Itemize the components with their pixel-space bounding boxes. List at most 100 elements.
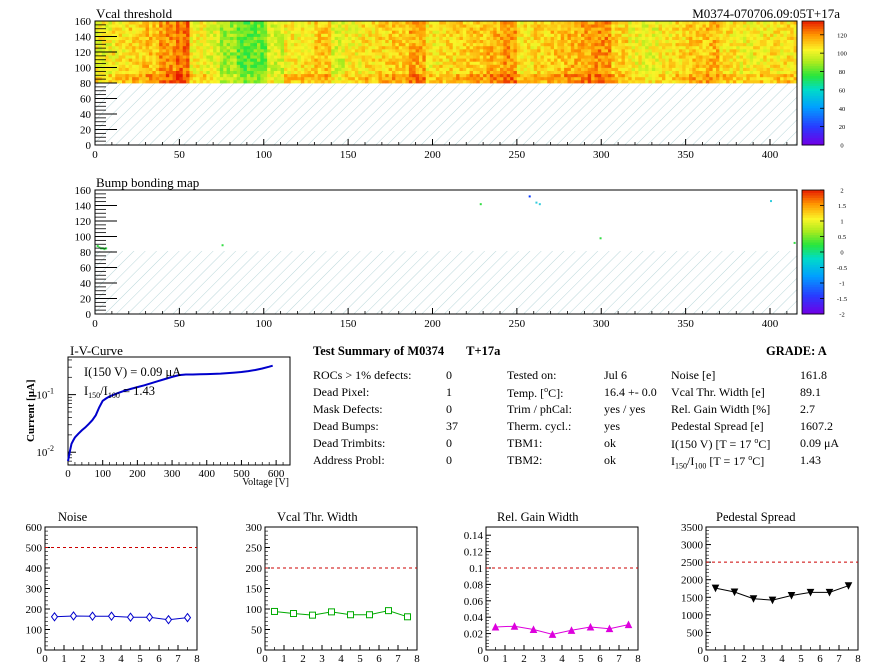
heatmap-cell bbox=[780, 30, 784, 34]
heatmap-cell bbox=[408, 70, 413, 75]
heatmap-cell bbox=[189, 52, 194, 56]
heatmap-cell bbox=[766, 33, 771, 37]
heatmap-cell bbox=[267, 58, 271, 62]
heatmap-cell bbox=[159, 58, 163, 62]
heatmap-cell bbox=[253, 73, 258, 78]
heatmap-cell bbox=[493, 58, 498, 62]
heatmap-cell bbox=[354, 24, 359, 28]
heatmap-cell bbox=[304, 70, 309, 75]
heatmap-cell bbox=[527, 36, 531, 40]
colorbar-swatch bbox=[802, 190, 824, 193]
heatmap-cell bbox=[631, 76, 636, 81]
heatmap-cell bbox=[408, 42, 413, 47]
heatmap-cell bbox=[324, 27, 329, 31]
heatmap-cell bbox=[388, 30, 393, 34]
heatmap-cell bbox=[668, 73, 673, 78]
x-tick-label: 100 bbox=[256, 149, 273, 161]
heatmap-cell bbox=[203, 45, 207, 50]
heatmap-cell bbox=[601, 52, 606, 56]
heatmap-cell bbox=[331, 55, 336, 59]
colorbar-swatch bbox=[802, 125, 824, 129]
heatmap-cell bbox=[246, 33, 251, 37]
heatmap-cell bbox=[776, 61, 781, 65]
heatmap-cell bbox=[604, 48, 609, 53]
heatmap-cell bbox=[425, 21, 430, 25]
heatmap-cell bbox=[344, 24, 349, 28]
heatmap-cell bbox=[452, 55, 457, 59]
heatmap-cell bbox=[263, 67, 268, 71]
heatmap-cell bbox=[466, 73, 471, 78]
heatmap-cell bbox=[169, 79, 174, 84]
heatmap-cell bbox=[277, 64, 282, 68]
heatmap-cell bbox=[523, 24, 528, 28]
heatmap-cell bbox=[442, 67, 447, 71]
heatmap-cell bbox=[560, 45, 565, 50]
heatmap-cell bbox=[682, 79, 687, 84]
heatmap-cell bbox=[614, 67, 619, 71]
heatmap-cell bbox=[790, 30, 795, 34]
heatmap-cell bbox=[712, 58, 717, 62]
heatmap-cell bbox=[705, 55, 710, 59]
heatmap-cell bbox=[290, 21, 295, 25]
data-point bbox=[806, 588, 815, 597]
heatmap-cell bbox=[219, 39, 224, 44]
heatmap-cell bbox=[520, 67, 525, 71]
heatmap-cell bbox=[618, 52, 622, 56]
heatmap-cell bbox=[189, 42, 194, 47]
heatmap-cell bbox=[449, 21, 454, 25]
heatmap-cell bbox=[570, 36, 575, 40]
x-tick-label: 2 bbox=[741, 653, 747, 665]
heatmap-cell bbox=[324, 52, 329, 56]
heatmap-cell bbox=[442, 27, 447, 31]
heatmap-cell bbox=[716, 30, 720, 34]
heatmap-cell bbox=[435, 52, 440, 56]
heatmap-cell bbox=[419, 58, 423, 62]
heatmap-cell bbox=[290, 52, 295, 56]
heatmap-cell bbox=[466, 42, 471, 47]
heatmap-cell bbox=[746, 67, 751, 71]
heatmap-cell bbox=[753, 70, 757, 75]
heatmap-cell bbox=[284, 70, 288, 75]
heatmap-cell bbox=[449, 73, 454, 78]
heatmap-cell bbox=[736, 52, 741, 56]
heatmap-cell bbox=[415, 67, 420, 71]
heatmap-cell bbox=[557, 64, 562, 68]
heatmap-cell bbox=[689, 70, 693, 75]
heatmap-cell bbox=[155, 55, 160, 59]
colorbar-swatch bbox=[802, 102, 824, 106]
heatmap-cell bbox=[371, 27, 376, 31]
heatmap-cell bbox=[608, 42, 612, 47]
heatmap-cell bbox=[655, 42, 660, 47]
heatmap-cell bbox=[587, 36, 592, 40]
heatmap-cell bbox=[250, 42, 255, 47]
heatmap-cell bbox=[695, 42, 700, 47]
heatmap-cell bbox=[496, 39, 501, 44]
heatmap-cell bbox=[324, 24, 329, 28]
heatmap-cell bbox=[783, 70, 788, 75]
x-tick-label: 6 bbox=[376, 653, 382, 665]
colorbar-swatch bbox=[802, 90, 824, 94]
heatmap-cell bbox=[422, 58, 427, 62]
heatmap-cell bbox=[182, 76, 187, 81]
heatmap-cell bbox=[260, 21, 265, 25]
heatmap-cell bbox=[125, 21, 130, 25]
heatmap-cell bbox=[608, 79, 612, 84]
heatmap-cell bbox=[469, 55, 474, 59]
heatmap-cell bbox=[780, 42, 784, 47]
colorbar-swatch bbox=[802, 294, 824, 298]
heatmap-cell bbox=[338, 33, 342, 37]
heatmap-cell bbox=[132, 24, 136, 28]
heatmap-cell bbox=[496, 70, 501, 75]
heatmap-cell bbox=[290, 61, 295, 65]
heatmap-cell bbox=[381, 52, 386, 56]
heatmap-cell bbox=[189, 58, 194, 62]
heatmap-cell bbox=[780, 55, 784, 59]
heatmap-cell bbox=[260, 76, 265, 81]
heatmap-cell bbox=[533, 21, 538, 25]
data-point bbox=[164, 614, 173, 625]
heatmap-cell bbox=[135, 36, 140, 40]
heatmap-cell bbox=[358, 42, 363, 47]
heatmap-cell bbox=[719, 45, 724, 50]
x-tick-label: 3 bbox=[99, 653, 105, 665]
heatmap-cell bbox=[651, 21, 656, 25]
